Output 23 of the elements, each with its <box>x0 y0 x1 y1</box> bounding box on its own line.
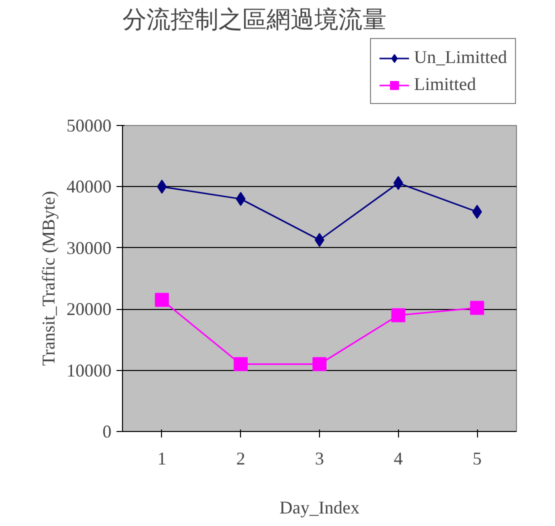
x-tick-label: 3 <box>315 448 324 468</box>
x-tick-label: 1 <box>157 448 166 468</box>
x-tick-label: 4 <box>394 448 403 468</box>
point <box>470 300 484 315</box>
legend-label: Un_Limitted <box>414 47 507 68</box>
point <box>154 292 169 307</box>
chart-title: 分流控制之區網過境流量 <box>122 6 386 34</box>
y-tick-label: 40000 <box>66 176 112 197</box>
legend-label: Limitted <box>414 74 476 95</box>
point <box>236 192 246 206</box>
y-tick-label: 50000 <box>66 116 112 136</box>
x-tick-label: 5 <box>472 448 482 468</box>
y-tick-label: 30000 <box>66 238 112 258</box>
y-axis-title: Transit_Traffic (MByte) <box>38 191 58 366</box>
point <box>391 308 406 322</box>
point <box>393 176 404 190</box>
y-tick-label: 10000 <box>66 360 112 380</box>
x-tick-label: 2 <box>236 448 246 468</box>
x-axis-title: Day_Index <box>280 498 360 518</box>
point <box>312 357 326 372</box>
y-tick-label: 0 <box>102 422 112 442</box>
y-tick-label: 20000 <box>66 299 112 320</box>
point <box>234 357 248 372</box>
